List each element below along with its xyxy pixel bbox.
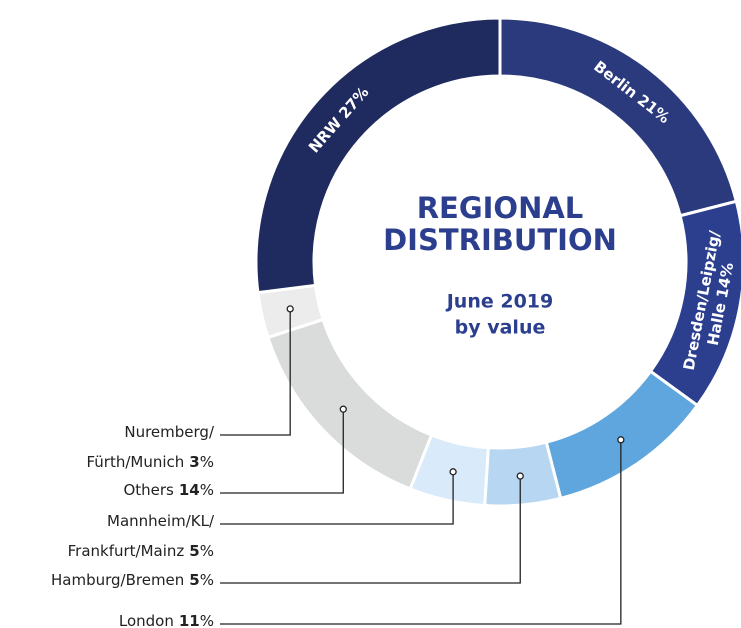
donut-slice (266, 317, 434, 491)
chart-subtitle-line: by value (455, 317, 546, 339)
value-unit: % (200, 542, 214, 560)
outside-label: Nuremberg/ (124, 423, 215, 441)
value-unit: % (200, 481, 214, 499)
value-label: 5 (189, 542, 199, 560)
leader-dot (286, 305, 294, 313)
value-label: 14 (179, 481, 200, 499)
category-name: Hamburg/Bremen (51, 571, 184, 589)
leader-line (220, 439, 622, 625)
value-unit: % (200, 571, 214, 589)
outside-label: London 11% (119, 612, 214, 628)
outside-label: Mannheim/KL/ (107, 512, 215, 530)
value-unit: % (200, 453, 214, 471)
outside-label: Others 14% (123, 481, 214, 499)
category-name: Mannheim/KL/ (107, 512, 215, 530)
leader-dot (449, 468, 457, 476)
donut-slice (498, 16, 739, 218)
chart-title-line: DISTRIBUTION (383, 223, 617, 257)
leader-line (220, 409, 344, 494)
category-name: London (119, 612, 174, 628)
value-unit: % (200, 612, 214, 628)
donut-slice (254, 16, 502, 295)
leader-dot (617, 436, 625, 444)
leader-dot (516, 472, 524, 480)
category-name: Others (123, 481, 174, 499)
category-name: Fürth/Munich (86, 453, 184, 471)
outside-label: Frankfurt/Mainz 5% (68, 542, 214, 560)
outside-label: Fürth/Munich 3% (86, 453, 214, 471)
chart-title-line: REGIONAL (417, 191, 584, 225)
value-unit: % (716, 261, 736, 279)
value-label: 14 (712, 276, 734, 300)
category-name: Frankfurt/Mainz (68, 542, 185, 560)
value-label: 5 (189, 571, 199, 589)
category-name: Nuremberg/ (124, 423, 215, 441)
chart-subtitle-line: June 2019 (445, 291, 554, 313)
outside-label: Hamburg/Bremen 5% (51, 571, 214, 589)
leader-line (220, 476, 521, 584)
donut-slice (544, 369, 700, 501)
value-label: 3 (189, 453, 199, 471)
leader-dot (339, 405, 347, 413)
value-label: 11 (179, 612, 200, 628)
leader-line (220, 308, 291, 436)
leader-line (220, 471, 454, 525)
